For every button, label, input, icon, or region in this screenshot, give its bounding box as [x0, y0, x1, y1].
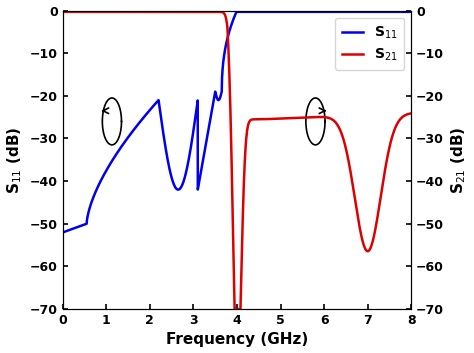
Legend: S$_{11}$, S$_{21}$: S$_{11}$, S$_{21}$ [335, 18, 404, 70]
S$_{11}$ [123, 138, 129, 142]
Line: S$_{21}$: S$_{21}$ [63, 12, 411, 309]
X-axis label: Frequency (GHz): Frequency (GHz) [166, 333, 308, 347]
Line: S$_{11}$: S$_{11}$ [63, 11, 411, 232]
S$_{11}$ [234, 8, 240, 13]
S$_{11}$ [346, 10, 352, 14]
S$_{21}$ [320, 115, 326, 119]
S$_{21}$ [287, 116, 292, 120]
S$_{21}$ [269, 117, 275, 121]
S$_{11}$ [60, 230, 65, 234]
S$_{21}$ [232, 307, 237, 311]
S$_{11}$ [193, 111, 199, 115]
Y-axis label: S$_{11}$ (dB): S$_{11}$ (dB) [6, 126, 24, 193]
Y-axis label: S$_{21}$ (dB): S$_{21}$ (dB) [450, 126, 468, 193]
S$_{11}$ [287, 10, 292, 14]
S$_{21}$ [193, 10, 199, 14]
S$_{11}$ [409, 10, 414, 14]
S$_{11}$ [320, 10, 326, 14]
S$_{21}$ [346, 163, 352, 168]
S$_{21}$ [409, 111, 414, 115]
S$_{21}$ [60, 10, 65, 14]
S$_{21}$ [123, 10, 129, 14]
S$_{11}$ [269, 10, 275, 14]
